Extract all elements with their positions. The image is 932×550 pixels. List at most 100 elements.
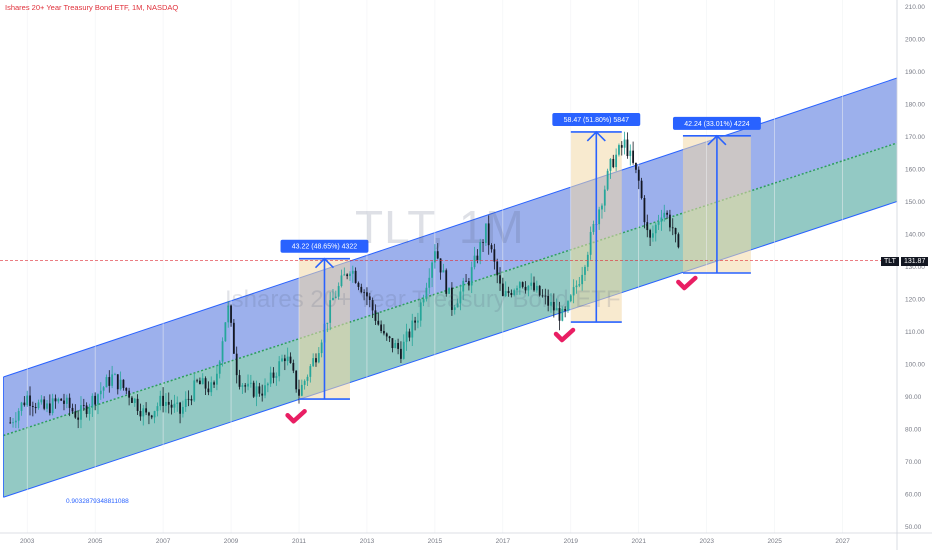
candle-body [524, 286, 527, 291]
candle-body [252, 382, 255, 397]
channel-label: 0.9032879348811088 [66, 498, 129, 505]
y-tick-label: 80.00 [905, 427, 922, 434]
candle-body [663, 212, 666, 218]
measure-label-box-2 [552, 112, 641, 126]
candle-body [462, 280, 465, 292]
candle-body [204, 378, 207, 389]
candle-body [541, 295, 544, 297]
candle-body [419, 302, 422, 321]
x-tick-label: 2005 [88, 538, 103, 545]
candle-body [555, 308, 558, 311]
candle-body [215, 373, 218, 385]
candle-body [190, 399, 193, 401]
candle-body [439, 258, 442, 273]
candle-body [484, 223, 487, 243]
candle-body [232, 322, 235, 354]
candle-body [620, 145, 623, 148]
channel-lower-band [3, 143, 898, 498]
candle-body [150, 415, 153, 418]
candle-body [618, 145, 620, 155]
candle-body [80, 405, 82, 420]
candle-body [612, 158, 615, 168]
candle-body [637, 169, 640, 181]
candle-body [244, 385, 247, 387]
candle-body [298, 389, 300, 396]
candle-body [170, 404, 173, 408]
candle-body [459, 291, 462, 304]
candle-body [632, 150, 635, 163]
candle-body [295, 370, 298, 390]
candle-body [405, 331, 408, 342]
candle-body [108, 377, 111, 386]
x-tick-label: 2021 [632, 538, 647, 545]
candle-body [623, 139, 626, 148]
candle-body [445, 270, 448, 294]
candle-body [332, 297, 334, 301]
candle-body [29, 395, 31, 406]
candle-body [71, 407, 74, 412]
candle-body [315, 358, 317, 363]
candle-body [63, 400, 65, 404]
candle-body [326, 322, 329, 324]
candle-body [74, 411, 77, 418]
candle-body [374, 310, 377, 321]
candle-body [105, 377, 108, 388]
y-tick-label: 110.00 [905, 329, 925, 336]
candle-body [312, 358, 315, 367]
x-tick-label: 2009 [224, 538, 239, 545]
candle-body [649, 230, 651, 238]
candle-body [493, 249, 496, 262]
candle-body [558, 308, 561, 321]
candle-body [221, 341, 224, 362]
candle-body [552, 301, 555, 311]
candle-body [111, 374, 114, 386]
measure-arrow-2 [586, 130, 606, 142]
candle-body [360, 286, 363, 293]
candle-body [230, 305, 232, 323]
candle-body [97, 394, 99, 405]
candle-body [470, 267, 473, 286]
y-tick-label: 210.00 [905, 4, 925, 11]
candle-body [65, 397, 68, 404]
candle-body [377, 320, 380, 325]
candle-body [218, 361, 221, 374]
candle-body [450, 287, 453, 310]
candle-body [507, 291, 510, 294]
x-tick-label: 2007 [156, 538, 171, 545]
candle-body [241, 385, 244, 387]
candle-body [303, 380, 306, 385]
candle-body [91, 395, 94, 408]
candle-body [131, 397, 133, 403]
y-tick-label: 180.00 [905, 102, 925, 109]
x-tick-label: 2003 [20, 538, 35, 545]
regression-channel [2, 77, 898, 498]
candle-body [249, 382, 252, 384]
candle-body [425, 287, 428, 300]
measure-arrow-1 [314, 257, 335, 269]
candle-body [671, 227, 674, 229]
candle-body [518, 282, 521, 289]
candle-body [363, 292, 366, 294]
candle-body [167, 401, 170, 405]
y-tick-label: 140.00 [905, 232, 925, 239]
candle-body [643, 198, 646, 223]
price-tag-value: 131.87 [900, 256, 929, 266]
candle-body [402, 341, 405, 359]
candle-body [351, 270, 354, 274]
candle-body [569, 295, 572, 302]
candle-body [162, 395, 164, 406]
chart-title: Ishares 20+ Year Treasury Bond ETF, 1M, … [5, 3, 179, 12]
candle-body [329, 300, 332, 323]
candle-body [182, 406, 184, 414]
candle-body [275, 376, 278, 378]
candle-body [417, 320, 419, 323]
y-tick-label: 150.00 [905, 199, 925, 206]
candle-body [82, 405, 85, 406]
candle-body [258, 386, 261, 394]
candle-body [77, 417, 80, 420]
candle-body [278, 361, 281, 377]
candle-body [54, 398, 57, 402]
checkmark-icon-2 [553, 327, 576, 343]
candle-body [516, 288, 518, 291]
candle-body [422, 299, 425, 303]
